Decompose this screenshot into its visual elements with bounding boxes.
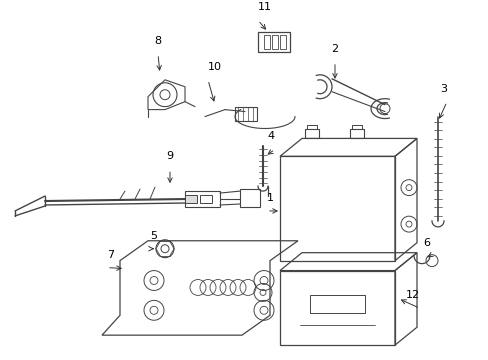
Bar [280, 271, 394, 345]
Text: 7: 7 [107, 249, 114, 260]
Bar [258, 32, 289, 52]
Text: 10: 10 [207, 62, 222, 72]
Bar [264, 35, 269, 49]
Bar [240, 189, 260, 207]
Bar [280, 156, 394, 261]
Bar [309, 296, 364, 313]
Bar [305, 130, 318, 139]
Text: 8: 8 [154, 36, 161, 46]
Bar [184, 195, 197, 203]
Bar [200, 195, 212, 203]
Bar [349, 130, 363, 139]
Text: 5: 5 [150, 231, 157, 241]
Bar [280, 35, 285, 49]
Text: 4: 4 [267, 131, 274, 141]
Text: 3: 3 [439, 84, 446, 94]
Text: 9: 9 [166, 151, 173, 161]
Bar [351, 125, 361, 130]
Bar [235, 107, 257, 121]
Bar [306, 125, 316, 130]
Text: 12: 12 [405, 291, 419, 300]
Bar [184, 191, 220, 207]
Bar [271, 35, 278, 49]
Text: 2: 2 [331, 44, 338, 54]
Text: 1: 1 [266, 193, 273, 203]
Text: 11: 11 [258, 2, 271, 12]
Text: 6: 6 [422, 238, 429, 248]
